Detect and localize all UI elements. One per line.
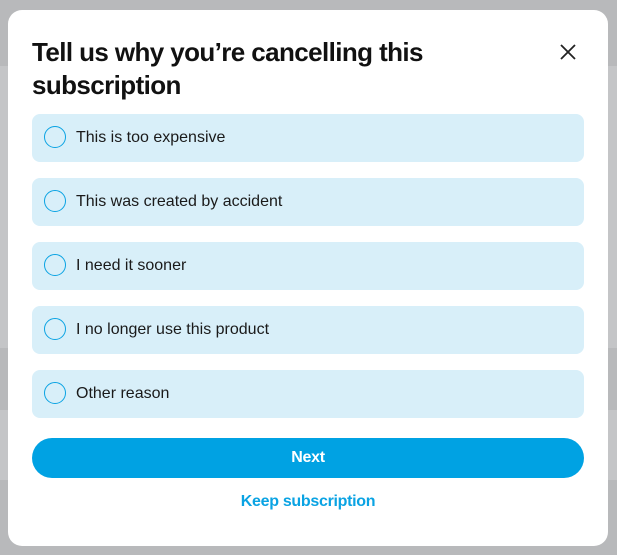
close-icon[interactable] (556, 40, 580, 64)
option-label: I need it sooner (76, 257, 187, 274)
reason-option-too-expensive[interactable]: This is too expensive (32, 114, 584, 162)
option-label: Other reason (76, 385, 170, 402)
reason-option-created-by-accident[interactable]: This was created by accident (32, 178, 584, 226)
dialog-title: Tell us why you’re cancelling this subsc… (32, 37, 423, 100)
option-label: I no longer use this product (76, 321, 270, 338)
radio-icon[interactable] (44, 254, 66, 276)
radio-icon[interactable] (44, 190, 66, 212)
option-label: This is too expensive (76, 129, 226, 146)
radio-icon[interactable] (44, 382, 66, 404)
keep-subscription-link[interactable]: Keep subscription (240, 493, 376, 510)
reason-option-other[interactable]: Other reason (32, 370, 584, 418)
next-button[interactable]: Next (32, 438, 584, 478)
reason-option-need-sooner[interactable]: I need it sooner (32, 242, 584, 290)
radio-icon[interactable] (44, 126, 66, 148)
cancel-subscription-dialog: Tell us why you’re cancelling this subsc… (8, 10, 608, 546)
radio-icon[interactable] (44, 318, 66, 340)
reason-option-no-longer-use[interactable]: I no longer use this product (32, 306, 584, 354)
option-label: This was created by accident (76, 193, 283, 210)
